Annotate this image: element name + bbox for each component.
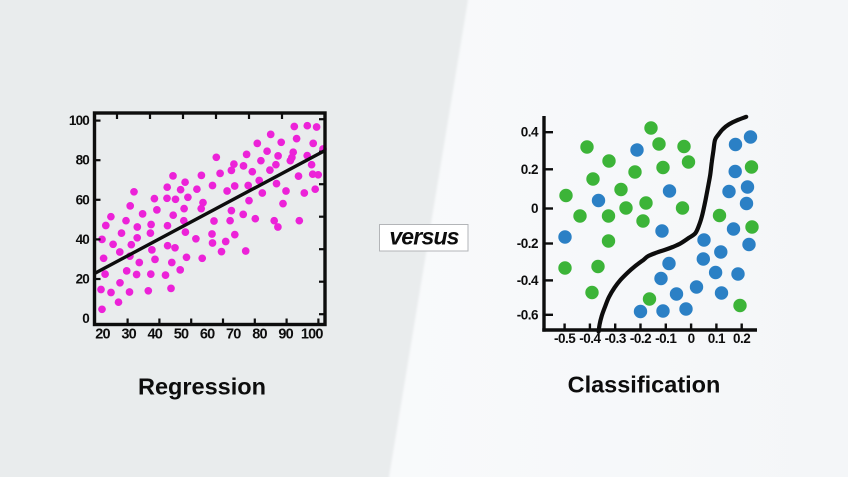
- svg-text:Regression: Regression: [138, 374, 266, 400]
- svg-text:-0.4: -0.4: [517, 273, 539, 288]
- svg-text:40: 40: [76, 232, 90, 247]
- svg-text:-0.2: -0.2: [517, 236, 538, 251]
- svg-text:20: 20: [76, 272, 90, 287]
- svg-text:0: 0: [688, 331, 695, 346]
- svg-text:0: 0: [531, 201, 538, 216]
- svg-text:90: 90: [278, 327, 293, 343]
- svg-text:-0.5: -0.5: [554, 331, 576, 346]
- svg-text:80: 80: [76, 153, 90, 168]
- svg-text:50: 50: [174, 327, 189, 343]
- svg-text:60: 60: [200, 327, 215, 343]
- svg-text:0.1: 0.1: [708, 331, 726, 346]
- svg-text:100: 100: [301, 327, 324, 343]
- svg-text:20: 20: [95, 327, 110, 343]
- svg-text:70: 70: [226, 327, 241, 343]
- svg-text:0.2: 0.2: [733, 331, 750, 346]
- svg-text:100: 100: [69, 113, 89, 128]
- svg-text:-0.4: -0.4: [579, 331, 601, 346]
- svg-text:0: 0: [82, 311, 89, 326]
- svg-text:-0.2: -0.2: [630, 331, 651, 346]
- svg-text:60: 60: [76, 192, 90, 207]
- svg-text:Classification: Classification: [568, 372, 721, 398]
- svg-text:0.4: 0.4: [521, 125, 539, 140]
- svg-text:0.2: 0.2: [521, 162, 538, 177]
- svg-text:-0.3: -0.3: [605, 331, 627, 346]
- svg-text:80: 80: [252, 327, 267, 343]
- svg-text:30: 30: [121, 327, 136, 343]
- svg-text:versus: versus: [389, 224, 458, 250]
- svg-text:-0.6: -0.6: [517, 307, 539, 322]
- svg-text:40: 40: [148, 327, 163, 343]
- svg-text:-0.1: -0.1: [655, 331, 677, 346]
